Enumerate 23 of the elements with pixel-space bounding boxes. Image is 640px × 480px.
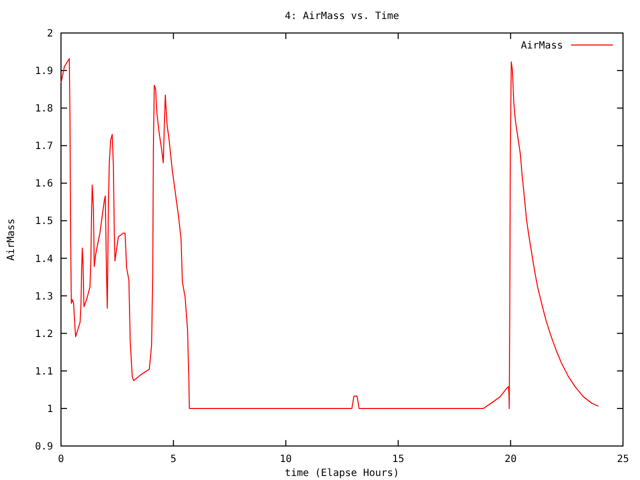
x-tick-label: 5 (170, 454, 176, 465)
y-tick-label: 1.3 (34, 291, 53, 302)
y-tick-label: 2 (46, 28, 53, 40)
y-tick-label: 1.8 (34, 104, 53, 115)
x-axis-title: time (Elapse Hours) (284, 468, 400, 479)
y-axis-title: AirMass (6, 218, 17, 261)
line-series (60, 58, 599, 409)
y-tick-label: 1.7 (34, 141, 53, 152)
y-tick-label: 1.6 (34, 178, 53, 190)
x-tick-label: 0 (58, 454, 64, 465)
y-tick-label: 1.9 (34, 66, 53, 78)
y-tick-label: 1.1 (34, 366, 53, 378)
chart-title: 4: AirMass vs. Time (284, 11, 400, 22)
x-tick-label: 15 (392, 454, 404, 465)
legend-label: AirMass (520, 40, 563, 52)
x-tick-label: 20 (504, 454, 517, 465)
x-tick-label: 25 (616, 454, 630, 465)
y-tick-label: 1.2 (34, 328, 53, 340)
y-tick-label: 1 (46, 404, 53, 415)
y-tick-label: 1.4 (34, 254, 53, 265)
y-tick-label: 0.9 (34, 442, 53, 452)
x-tick-label: 10 (280, 454, 292, 465)
y-tick-label: 1.5 (34, 216, 53, 228)
